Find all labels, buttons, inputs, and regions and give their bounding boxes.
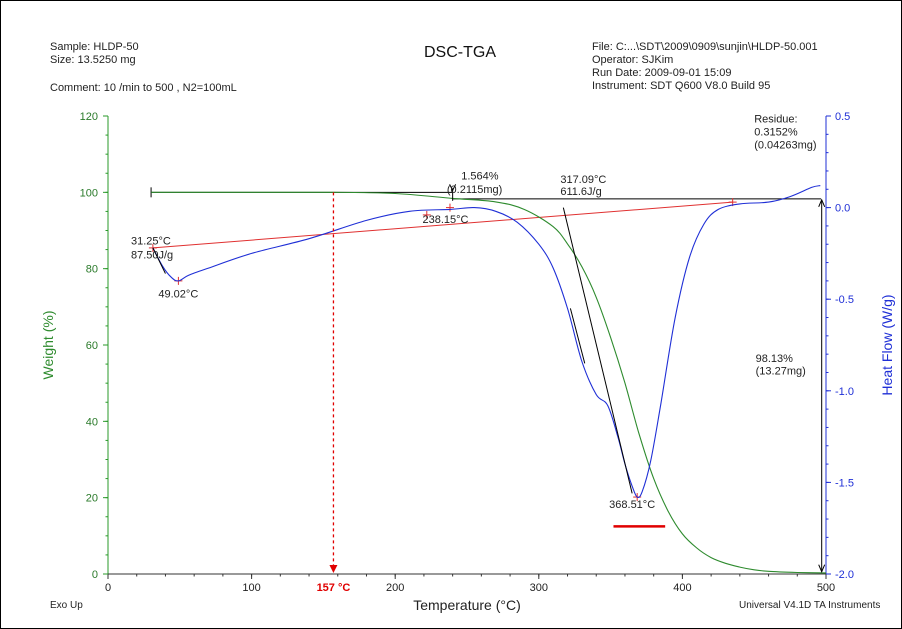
- chart-title: DSC-TGA: [424, 44, 496, 61]
- peak-main-temp: 368.51°C: [609, 499, 655, 511]
- onset-left-temp: 31.25°C: [131, 236, 171, 248]
- y-tick-label: 40: [86, 416, 98, 428]
- y2-tick-label: -2.0: [835, 569, 854, 581]
- total-loss-mass: (13.27mg): [756, 365, 806, 377]
- residue-label: Residue:: [754, 113, 797, 125]
- onset-tangent-line: [569, 308, 586, 364]
- sample-label: Sample: HLDP-50: [50, 41, 139, 53]
- total-loss-arrow-head: [818, 564, 826, 573]
- y2-tick-label: -1.0: [835, 386, 854, 398]
- x-tick-label: 500: [817, 582, 835, 594]
- x-tick-label: 100: [242, 582, 260, 594]
- comment-label: Comment: 10 /min to 500 , N2=100mL: [50, 82, 237, 94]
- dsc-baseline-line: [152, 201, 733, 249]
- exo-up-label: Exo Up: [50, 600, 83, 611]
- y-tick-label: 20: [86, 493, 98, 505]
- y-axis-label: Weight (%): [40, 311, 56, 380]
- y2-tick-label: -1.5: [835, 477, 854, 489]
- x-tick-label: 300: [530, 582, 548, 594]
- x-tick-label: 400: [673, 582, 691, 594]
- onset-mid-temp: 238.15°C: [422, 214, 468, 226]
- weight-curve: [151, 191, 827, 574]
- step-loss-percent: 1.564%: [461, 171, 499, 183]
- step-loss-arrow-head: [449, 184, 457, 192]
- x-axis-label: Temperature (°C): [413, 597, 521, 613]
- software-label: Universal V4.1D TA Instruments: [739, 600, 881, 611]
- y2-tick-label: 0.0: [835, 203, 850, 215]
- y-tick-label: 60: [86, 340, 98, 352]
- run-date-label: Run Date: 2009-09-01 15:09: [592, 67, 732, 79]
- y2-tick-label: 0.5: [835, 111, 850, 123]
- marker-arrow-head: [329, 565, 338, 573]
- onset-main-temp: 317.09°C: [560, 174, 606, 186]
- onset-left-enthalpy: 87.50J/g: [131, 249, 173, 261]
- x-tick-label: 200: [386, 582, 404, 594]
- y-tick-label: 100: [80, 187, 98, 199]
- y-tick-label: 80: [86, 264, 98, 276]
- residue-mass: (0.04263mg): [754, 139, 816, 151]
- x-tick-label: 0: [105, 582, 111, 594]
- onset-main-enthalpy: 611.6J/g: [560, 186, 601, 198]
- peak-left-temp: 49.02°C: [158, 289, 198, 301]
- total-loss-arrow-head: [818, 198, 826, 208]
- y-tick-label: 120: [80, 111, 98, 123]
- file-label: File: C:...\SDT\2009\0909\sunjin\HLDP-50…: [592, 41, 818, 53]
- left-peak-tangent: [152, 247, 166, 274]
- size-label: Size: 13.5250 mg: [50, 54, 136, 66]
- marker-temp-label: 157 °C: [317, 582, 351, 594]
- onset-tangent-line: [562, 207, 633, 494]
- instrument-label: Instrument: SDT Q600 V8.0 Build 95: [592, 80, 771, 92]
- total-loss-percent: 98.13%: [756, 353, 794, 365]
- y2-tick-label: -0.5: [835, 294, 854, 306]
- step-loss-mass: (0.2115mg): [447, 184, 502, 196]
- operator-label: Operator: SJKim: [592, 54, 674, 66]
- y2-axis-label: Heat Flow (W/g): [879, 294, 895, 395]
- y-tick-label: 0: [92, 569, 98, 581]
- heat-flow-curve: [152, 185, 821, 499]
- residue-percent: 0.3152%: [754, 126, 798, 138]
